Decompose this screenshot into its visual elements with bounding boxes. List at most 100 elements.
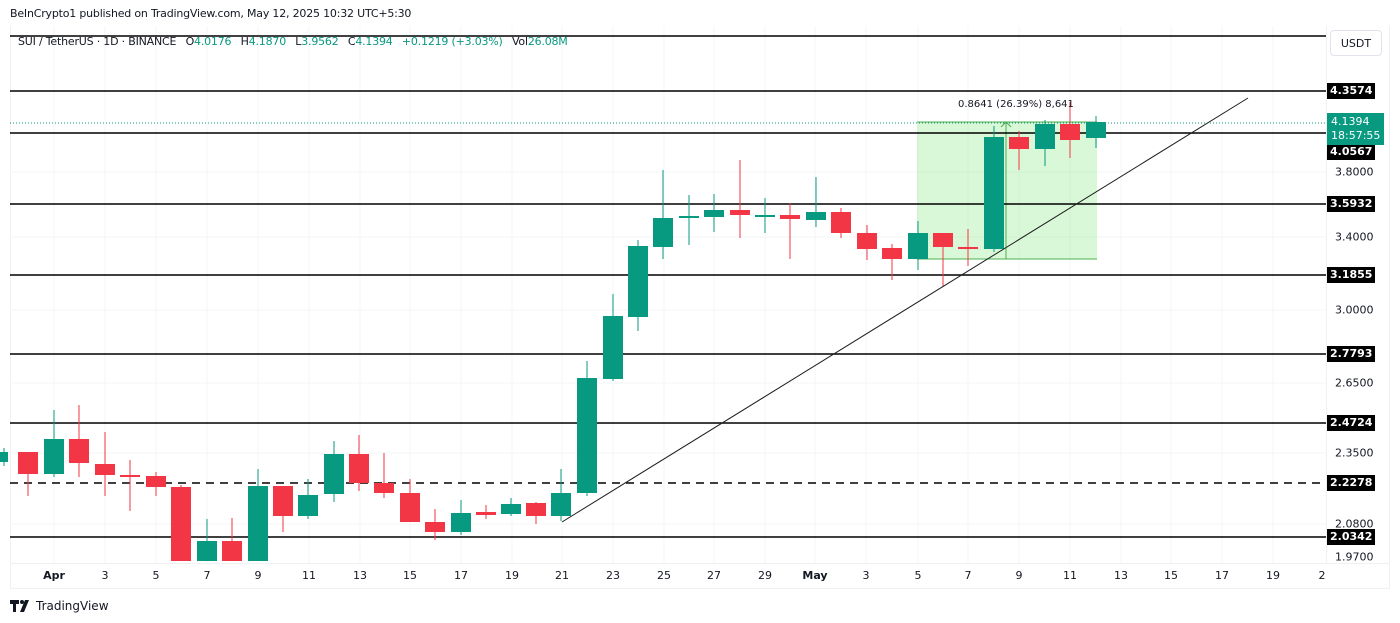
time-tick: 2 <box>1318 569 1326 582</box>
candle[interactable] <box>1009 131 1029 170</box>
candle-body <box>248 486 268 561</box>
currency-button[interactable]: USDT <box>1330 30 1382 56</box>
candle[interactable] <box>476 505 496 519</box>
chart-frame <box>10 26 1390 589</box>
candle[interactable] <box>908 221 928 270</box>
candle[interactable] <box>374 453 394 498</box>
price-tick: 2.0800 <box>1335 517 1374 531</box>
time-tick: 15 <box>403 569 417 582</box>
candle[interactable] <box>222 518 242 561</box>
candle[interactable] <box>984 126 1004 252</box>
candle-body <box>526 503 546 516</box>
candle-body <box>171 487 191 561</box>
candle[interactable] <box>577 361 597 496</box>
time-tick: 19 <box>505 569 519 582</box>
candle[interactable] <box>730 160 750 238</box>
candle[interactable] <box>857 225 877 260</box>
low-value: 3.9562 <box>301 35 339 48</box>
time-tick: 3 <box>101 569 109 582</box>
price-tick: 3.8000 <box>1335 165 1374 179</box>
candle[interactable] <box>1035 120 1055 166</box>
current-price: 4.1394 <box>1331 115 1370 128</box>
candle[interactable] <box>451 500 471 535</box>
time-axis[interactable] <box>10 563 1390 589</box>
candle-body <box>679 216 699 218</box>
candle-body <box>400 493 420 522</box>
candle[interactable] <box>806 177 826 227</box>
candle[interactable] <box>933 233 953 287</box>
time-tick: 7 <box>203 569 211 582</box>
price-tick: 3.0000 <box>1335 303 1374 317</box>
open-label: O <box>185 35 195 48</box>
candle[interactable] <box>831 208 851 238</box>
symbol-legend: SUI / TetherUS · 1D · BINANCE O4.0176 H4… <box>18 35 568 48</box>
tradingview-logo[interactable]: TradingView <box>10 599 109 613</box>
candle[interactable] <box>603 294 623 381</box>
candle[interactable] <box>120 460 140 511</box>
price-scale[interactable] <box>1326 26 1390 563</box>
candle[interactable] <box>0 448 8 466</box>
time-tick: 9 <box>254 569 262 582</box>
candle[interactable] <box>44 410 64 477</box>
candle-body <box>69 439 89 463</box>
candle-body <box>425 522 445 532</box>
time-tick: 5 <box>914 569 922 582</box>
candle[interactable] <box>653 170 673 259</box>
candle-body <box>958 247 978 249</box>
time-tick: 5 <box>152 569 160 582</box>
candle-body <box>298 495 318 516</box>
candle[interactable] <box>501 498 521 516</box>
candle[interactable] <box>882 244 902 280</box>
candle[interactable] <box>1060 102 1080 158</box>
candle[interactable] <box>248 469 268 561</box>
candle[interactable] <box>349 435 369 491</box>
candle[interactable] <box>95 432 115 496</box>
time-tick: 17 <box>1215 569 1229 582</box>
candle[interactable] <box>18 452 38 496</box>
candle[interactable] <box>1086 116 1106 148</box>
candle[interactable] <box>679 195 699 245</box>
time-tick: 13 <box>353 569 367 582</box>
candle[interactable] <box>171 485 191 561</box>
candle-body <box>653 218 673 247</box>
candle-body <box>197 541 217 561</box>
time-tick: 3 <box>862 569 870 582</box>
candle[interactable] <box>526 502 546 524</box>
price-level-badge: 4.3574 <box>1327 83 1376 99</box>
candle[interactable] <box>324 441 344 502</box>
candle-body <box>324 454 344 494</box>
candle-body <box>273 486 293 516</box>
candle[interactable] <box>273 486 293 532</box>
candle[interactable] <box>958 229 978 266</box>
candle-body <box>704 210 724 217</box>
time-tick: 25 <box>657 569 671 582</box>
candle-body <box>780 215 800 219</box>
time-tick: 13 <box>1114 569 1128 582</box>
volume-label: Vol <box>511 35 528 48</box>
price-tick: 1.9700 <box>1335 550 1374 564</box>
candle[interactable] <box>197 519 217 561</box>
current-price-badge: 4.1394 18:57:55 <box>1327 113 1384 145</box>
candle[interactable] <box>755 198 775 233</box>
candle-body <box>451 513 471 532</box>
candle[interactable] <box>298 479 318 519</box>
time-tick: 15 <box>1164 569 1178 582</box>
price-tick: 2.3500 <box>1335 446 1374 460</box>
candle[interactable] <box>69 405 89 477</box>
candle[interactable] <box>551 469 571 521</box>
candle[interactable] <box>704 194 724 232</box>
candle-body <box>1035 124 1055 149</box>
price-level-badge: 3.5932 <box>1327 196 1376 212</box>
candle-body <box>857 233 877 249</box>
candle-body <box>349 454 369 483</box>
price-tick: 3.4000 <box>1335 230 1374 244</box>
candle[interactable] <box>780 203 800 259</box>
candle[interactable] <box>400 479 420 522</box>
candle[interactable] <box>628 240 648 331</box>
candle[interactable] <box>425 509 445 540</box>
candle[interactable] <box>146 472 166 496</box>
tradingview-brand: TradingView <box>36 599 109 613</box>
price-level-badge: 2.7793 <box>1327 346 1376 362</box>
symbol-name[interactable]: SUI / TetherUS · 1D · BINANCE <box>18 35 177 48</box>
